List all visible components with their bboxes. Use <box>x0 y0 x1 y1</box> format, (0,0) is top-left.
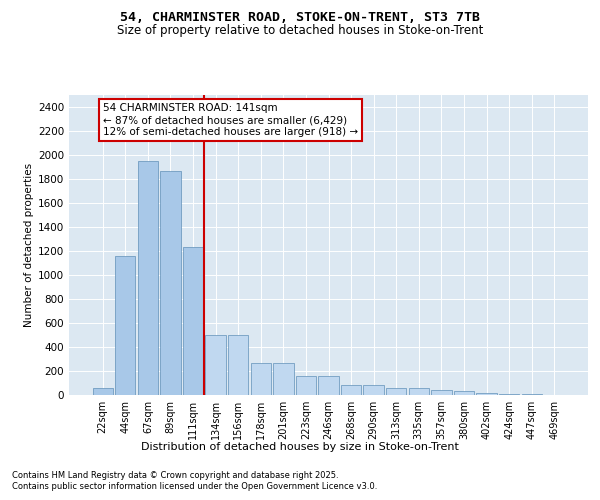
Bar <box>319 376 338 395</box>
Bar <box>409 388 429 395</box>
Bar <box>499 394 519 395</box>
Bar <box>205 335 226 395</box>
Text: Distribution of detached houses by size in Stoke-on-Trent: Distribution of detached houses by size … <box>141 442 459 452</box>
Y-axis label: Number of detached properties: Number of detached properties <box>24 163 34 327</box>
Text: 54 CHARMINSTER ROAD: 141sqm
← 87% of detached houses are smaller (6,429)
12% of : 54 CHARMINSTER ROAD: 141sqm ← 87% of det… <box>103 104 358 136</box>
Bar <box>273 362 293 395</box>
Text: Contains HM Land Registry data © Crown copyright and database right 2025.: Contains HM Land Registry data © Crown c… <box>12 471 338 480</box>
Bar <box>386 388 406 395</box>
Bar <box>251 362 271 395</box>
Bar <box>296 376 316 395</box>
Bar <box>476 393 497 395</box>
Bar <box>364 386 384 395</box>
Bar <box>160 170 181 395</box>
Text: Contains public sector information licensed under the Open Government Licence v3: Contains public sector information licen… <box>12 482 377 491</box>
Text: 54, CHARMINSTER ROAD, STOKE-ON-TRENT, ST3 7TB: 54, CHARMINSTER ROAD, STOKE-ON-TRENT, ST… <box>120 11 480 24</box>
Bar <box>115 256 136 395</box>
Bar <box>138 161 158 395</box>
Bar <box>228 335 248 395</box>
Text: Size of property relative to detached houses in Stoke-on-Trent: Size of property relative to detached ho… <box>117 24 483 37</box>
Bar <box>454 392 474 395</box>
Bar <box>341 386 361 395</box>
Bar <box>521 394 542 395</box>
Bar <box>431 390 452 395</box>
Bar <box>92 388 113 395</box>
Bar <box>183 248 203 395</box>
